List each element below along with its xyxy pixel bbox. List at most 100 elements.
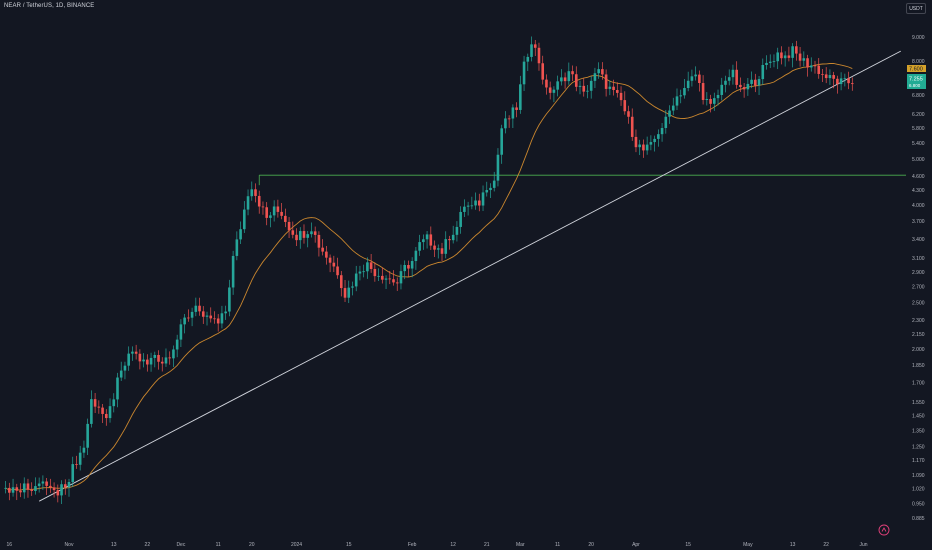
candle-body bbox=[451, 234, 455, 241]
candle-body bbox=[414, 250, 418, 262]
y-tick-label: 1.170 bbox=[912, 458, 925, 464]
y-tick-label: 1.350 bbox=[912, 428, 925, 434]
candle-body bbox=[817, 65, 821, 74]
candle-body bbox=[507, 118, 511, 120]
candle-body bbox=[425, 234, 429, 240]
candle-body bbox=[627, 111, 630, 117]
candle-body bbox=[216, 318, 220, 324]
candle-body bbox=[198, 305, 201, 312]
candle-body bbox=[671, 105, 675, 111]
candle-body bbox=[407, 264, 410, 269]
currency-button[interactable]: USDT bbox=[906, 3, 926, 14]
candle-body bbox=[418, 242, 421, 251]
candle-body bbox=[847, 78, 850, 84]
candle-body bbox=[15, 487, 19, 491]
candle-body bbox=[67, 481, 71, 488]
candle-body bbox=[675, 96, 679, 106]
candle-body bbox=[563, 77, 567, 82]
candle-body bbox=[436, 248, 440, 250]
candle-body bbox=[97, 406, 101, 408]
candle-body bbox=[228, 287, 231, 312]
candle-body bbox=[772, 61, 776, 63]
candle-body bbox=[612, 86, 615, 91]
candle-body bbox=[287, 221, 291, 231]
candle-body bbox=[123, 365, 127, 371]
candle-body bbox=[93, 399, 97, 407]
candle-body bbox=[813, 65, 817, 67]
candle-body bbox=[362, 271, 365, 273]
y-tick-label: 1.450 bbox=[912, 414, 925, 420]
y-axis: 9.0008.0007.2506.8006.2005.8005.4005.000… bbox=[912, 35, 925, 522]
candle-body bbox=[377, 275, 380, 277]
candle-body bbox=[116, 377, 119, 400]
candle-body bbox=[604, 74, 608, 89]
candle-body bbox=[336, 266, 339, 276]
candle-body bbox=[168, 357, 172, 359]
candle-body bbox=[4, 487, 7, 489]
candle-body bbox=[485, 190, 489, 193]
candle-body bbox=[526, 56, 530, 62]
y-tick-label: 3.700 bbox=[912, 219, 925, 225]
candle-body bbox=[578, 85, 582, 87]
candle-body bbox=[201, 311, 205, 317]
candle-body bbox=[679, 95, 683, 97]
candle-body bbox=[317, 234, 321, 248]
ma-path bbox=[5, 62, 853, 491]
candle-body bbox=[291, 230, 295, 235]
y-tick-label: 3.400 bbox=[912, 237, 925, 243]
price-tag-green-label: 7.255 bbox=[909, 77, 923, 83]
candle-body bbox=[213, 318, 216, 320]
candle-body bbox=[354, 273, 358, 287]
candle-body bbox=[224, 311, 227, 314]
candle-body bbox=[410, 261, 414, 269]
candle-body bbox=[358, 271, 362, 274]
y-tick-label: 2.500 bbox=[912, 301, 925, 307]
y-tick-label: 5.800 bbox=[912, 126, 925, 132]
candle-body bbox=[645, 144, 649, 151]
price-tag-green-sub: 6.800 bbox=[909, 83, 921, 88]
candle-body bbox=[86, 423, 89, 448]
candle-body bbox=[619, 92, 623, 101]
candle-body bbox=[780, 52, 783, 59]
x-tick-label: Apr bbox=[632, 542, 640, 548]
candle-body bbox=[742, 87, 746, 90]
candle-body bbox=[739, 84, 742, 88]
x-tick-label: 11 bbox=[216, 542, 221, 548]
candle-body bbox=[399, 271, 403, 284]
candle-body bbox=[836, 78, 839, 85]
candle-body bbox=[489, 187, 492, 191]
candle-body bbox=[384, 278, 388, 280]
candle-body bbox=[231, 255, 235, 288]
candle-body bbox=[209, 315, 213, 319]
candle-body bbox=[284, 215, 287, 222]
candle-body bbox=[332, 262, 336, 267]
candle-body bbox=[492, 180, 496, 188]
candle-body bbox=[71, 464, 75, 482]
candle-body bbox=[37, 483, 41, 487]
candle-body bbox=[593, 73, 597, 81]
x-tick-label: 20 bbox=[588, 542, 594, 548]
price-tag-yellow bbox=[907, 65, 926, 72]
candle-body bbox=[720, 84, 724, 95]
candle-body bbox=[45, 481, 48, 486]
y-tick-label: 0.885 bbox=[912, 516, 925, 522]
candle-body bbox=[328, 257, 332, 263]
candle-body bbox=[105, 413, 108, 419]
candle-body bbox=[280, 211, 283, 216]
candle-body bbox=[757, 79, 761, 86]
candle-body bbox=[548, 87, 552, 93]
candle-body bbox=[791, 46, 794, 58]
candle-body bbox=[395, 282, 399, 284]
candle-body bbox=[694, 74, 697, 77]
candle-body bbox=[369, 262, 373, 269]
candle-body bbox=[660, 128, 664, 135]
y-tick-label: 6.200 bbox=[912, 112, 925, 118]
candle-body bbox=[351, 286, 354, 288]
candle-body bbox=[157, 354, 160, 362]
candle-body bbox=[750, 79, 753, 84]
candle-body bbox=[41, 481, 45, 484]
y-tick-label: 3.100 bbox=[912, 256, 925, 262]
candle-body bbox=[448, 239, 451, 241]
candle-body bbox=[616, 90, 619, 93]
